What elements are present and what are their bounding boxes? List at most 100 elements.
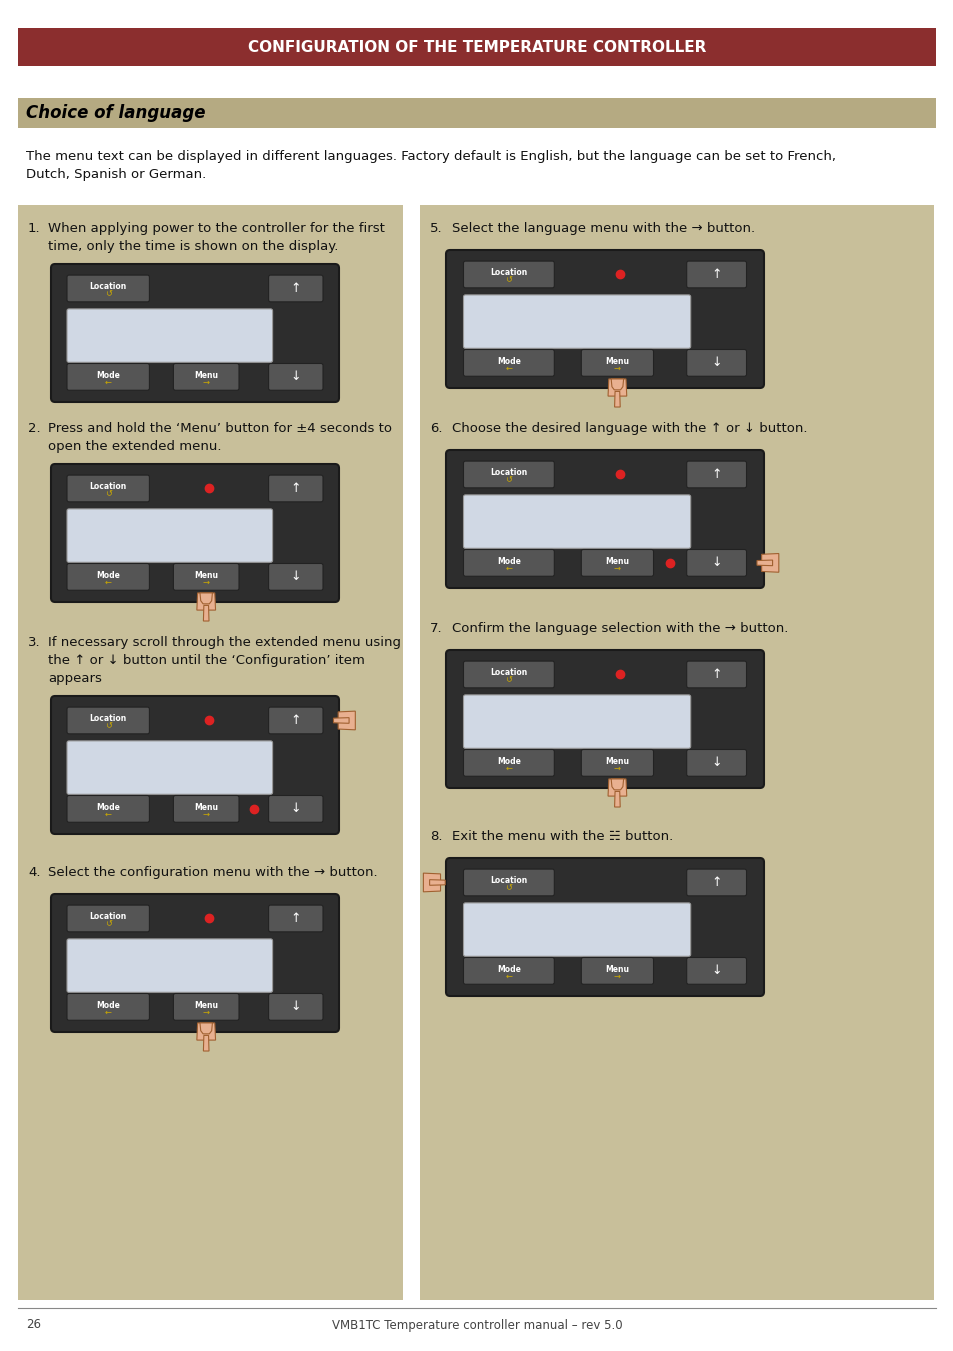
FancyBboxPatch shape <box>269 276 323 301</box>
Polygon shape <box>423 873 440 892</box>
FancyBboxPatch shape <box>269 993 323 1020</box>
Polygon shape <box>611 780 623 790</box>
FancyBboxPatch shape <box>463 261 554 288</box>
Text: ←: ← <box>505 563 512 573</box>
Text: Menu: Menu <box>194 570 218 580</box>
FancyBboxPatch shape <box>463 295 690 349</box>
Text: 26: 26 <box>26 1319 41 1332</box>
Polygon shape <box>756 561 772 566</box>
Text: Location: Location <box>90 912 127 921</box>
FancyBboxPatch shape <box>67 796 150 823</box>
Text: ↓: ↓ <box>711 757 721 769</box>
FancyBboxPatch shape <box>173 563 239 590</box>
Text: ↺: ↺ <box>505 476 512 484</box>
FancyBboxPatch shape <box>67 276 150 301</box>
Text: ↑: ↑ <box>711 667 721 681</box>
FancyBboxPatch shape <box>269 563 323 590</box>
Text: ←: ← <box>105 1008 112 1016</box>
FancyBboxPatch shape <box>463 694 690 748</box>
FancyBboxPatch shape <box>67 740 273 794</box>
Text: Location: Location <box>490 469 527 477</box>
Polygon shape <box>196 593 215 611</box>
Text: Location: Location <box>490 669 527 677</box>
Text: CONFIGURATION OF THE TEMPERATURE CONTROLLER: CONFIGURATION OF THE TEMPERATURE CONTROL… <box>248 39 705 54</box>
FancyBboxPatch shape <box>463 958 554 985</box>
Text: ↺: ↺ <box>105 721 112 730</box>
Text: Location: Location <box>490 877 527 885</box>
Text: ↺: ↺ <box>505 276 512 284</box>
Polygon shape <box>203 605 209 621</box>
FancyBboxPatch shape <box>269 707 323 734</box>
Polygon shape <box>614 792 619 807</box>
Text: ↓: ↓ <box>711 965 721 977</box>
Bar <box>18 99 935 128</box>
Polygon shape <box>334 717 349 723</box>
Polygon shape <box>611 378 623 390</box>
Text: 3.: 3. <box>28 636 41 648</box>
Text: VMB1TC Temperature controller manual – rev 5.0: VMB1TC Temperature controller manual – r… <box>332 1319 621 1332</box>
FancyBboxPatch shape <box>686 461 745 488</box>
Text: ↺: ↺ <box>105 489 112 499</box>
FancyBboxPatch shape <box>51 263 338 403</box>
Text: →: → <box>202 577 210 586</box>
Text: ←: ← <box>105 377 112 386</box>
Text: Location: Location <box>90 715 127 723</box>
FancyBboxPatch shape <box>463 494 690 549</box>
FancyBboxPatch shape <box>463 461 554 488</box>
Text: ↑: ↑ <box>291 912 301 925</box>
Text: ↓: ↓ <box>291 802 301 816</box>
Polygon shape <box>200 1023 213 1034</box>
FancyBboxPatch shape <box>580 750 653 777</box>
Polygon shape <box>203 1035 209 1051</box>
FancyBboxPatch shape <box>173 363 239 390</box>
Text: Menu: Menu <box>194 370 218 380</box>
FancyBboxPatch shape <box>67 363 150 390</box>
Text: ↺: ↺ <box>505 676 512 684</box>
FancyBboxPatch shape <box>446 250 763 388</box>
Text: Select the language menu with the → button.: Select the language menu with the → butt… <box>452 222 755 235</box>
Text: Mode: Mode <box>96 1001 120 1009</box>
Text: ↓: ↓ <box>291 1000 301 1013</box>
Text: Dutch, Spanish or German.: Dutch, Spanish or German. <box>26 168 206 181</box>
Text: ↺: ↺ <box>105 919 112 928</box>
FancyBboxPatch shape <box>67 563 150 590</box>
Text: ↓: ↓ <box>711 357 721 369</box>
Bar <box>18 205 402 1300</box>
Text: ←: ← <box>505 763 512 773</box>
FancyBboxPatch shape <box>67 309 273 362</box>
FancyBboxPatch shape <box>686 869 745 896</box>
Text: ↺: ↺ <box>505 884 512 892</box>
Text: ↑: ↑ <box>291 282 301 295</box>
Polygon shape <box>429 880 445 885</box>
Polygon shape <box>337 711 355 730</box>
Text: →: → <box>614 971 620 981</box>
FancyBboxPatch shape <box>67 939 273 992</box>
Text: If necessary scroll through the extended menu using
the ↑ or ↓ button until the : If necessary scroll through the extended… <box>48 636 400 685</box>
Text: ↑: ↑ <box>291 713 301 727</box>
FancyBboxPatch shape <box>67 509 273 562</box>
Text: Select the configuration menu with the → button.: Select the configuration menu with the →… <box>48 866 377 880</box>
FancyBboxPatch shape <box>463 550 554 577</box>
Text: →: → <box>614 763 620 773</box>
Text: 1.: 1. <box>28 222 41 235</box>
Text: Menu: Menu <box>194 802 218 812</box>
Text: Choice of language: Choice of language <box>26 104 205 122</box>
Text: Mode: Mode <box>497 557 520 566</box>
Text: ↓: ↓ <box>291 370 301 384</box>
Text: Menu: Menu <box>605 557 629 566</box>
Text: ↑: ↑ <box>291 482 301 494</box>
Text: ↑: ↑ <box>711 875 721 889</box>
Text: Mode: Mode <box>497 965 520 974</box>
Text: Menu: Menu <box>194 1001 218 1009</box>
FancyBboxPatch shape <box>686 550 745 577</box>
FancyBboxPatch shape <box>67 707 150 734</box>
Bar <box>419 205 933 1300</box>
Text: When applying power to the controller for the first
time, only the time is shown: When applying power to the controller fo… <box>48 222 384 253</box>
FancyBboxPatch shape <box>580 550 653 577</box>
Polygon shape <box>760 554 778 573</box>
Text: Mode: Mode <box>96 570 120 580</box>
Text: ←: ← <box>105 577 112 586</box>
Text: 5.: 5. <box>430 222 442 235</box>
Text: Press and hold the ‘Menu’ button for ±4 seconds to
open the extended menu.: Press and hold the ‘Menu’ button for ±4 … <box>48 422 392 453</box>
FancyBboxPatch shape <box>580 958 653 985</box>
